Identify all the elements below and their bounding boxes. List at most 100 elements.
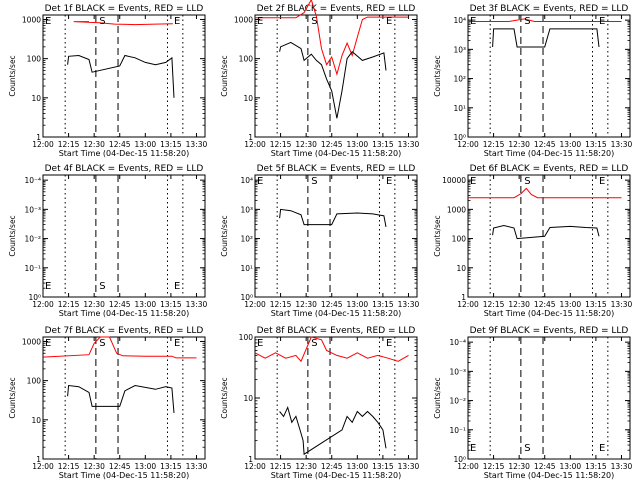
event-marker-label: S	[524, 176, 530, 187]
x-tick-label: 12:30	[295, 462, 317, 471]
lld-series-line	[73, 21, 173, 26]
plot-frame	[254, 14, 418, 138]
events-series-line	[67, 384, 175, 413]
event-marker-label: E	[257, 176, 263, 187]
y-tick-label: 10²	[453, 75, 466, 84]
event-marker-label: E	[257, 338, 263, 349]
event-marker-label: E	[599, 16, 605, 27]
x-tick-label: 13:00	[135, 140, 157, 149]
event-marker-label: E	[386, 176, 392, 187]
event-marker-label: S	[311, 16, 317, 27]
event-marker-label: S	[99, 281, 105, 292]
x-axis-label: Start Time (04-Dec-15 11:58:20)	[59, 471, 190, 480]
y-tick-label: 10	[243, 394, 253, 403]
plot-frame	[42, 14, 206, 138]
y-tick-label: 1	[36, 455, 41, 464]
event-marker-label: E	[45, 338, 51, 349]
x-tick-label: 12:15	[270, 462, 292, 471]
events-series-line	[279, 405, 387, 456]
event-marker-label: E	[386, 338, 392, 349]
y-tick-label: 10¹	[453, 104, 466, 113]
y-tick-label: 10⁻³	[24, 205, 41, 214]
event-marker-label: E	[386, 16, 392, 27]
x-tick-label: 12:30	[508, 462, 530, 471]
event-marker-label: S	[524, 16, 530, 27]
detector-panel: Det 3f BLACK = Events, RED = LLD 10⁰ 10¹ 10…	[433, 4, 633, 158]
events-series-line	[67, 54, 175, 98]
panel-title: Det 5f BLACK = Events, RED = LLD	[257, 164, 416, 174]
detector-panel: Det 4f BLACK = Events, RED = LLD 10⁰ 10⁻¹ 1…	[8, 164, 208, 318]
panel-title: Det 6f BLACK = Events, RED = LLD	[470, 164, 629, 174]
event-marker-label: E	[174, 338, 180, 349]
y-tick-label: 1	[461, 293, 466, 302]
detector-panel: Det 5f BLACK = Events, RED = LLD 10⁰ 10¹ 10…	[220, 164, 420, 318]
x-tick-label: 13:00	[347, 462, 369, 471]
y-tick-label: 100	[27, 55, 42, 64]
event-marker-label: E	[45, 281, 51, 292]
x-tick-label: 13:15	[585, 300, 607, 309]
x-tick-label: 12:15	[58, 462, 80, 471]
y-tick-label: 100	[239, 333, 254, 342]
y-tick-label: 10⁰	[240, 293, 253, 302]
event-marker-label: E	[470, 16, 476, 27]
x-tick-label: 13:00	[560, 462, 582, 471]
plot-frame	[254, 174, 418, 298]
plot-frame	[467, 174, 631, 298]
y-tick-label: 10⁰	[453, 455, 466, 464]
x-tick-label: 12:00	[457, 140, 479, 149]
x-tick-label: 12:00	[244, 300, 266, 309]
x-tick-label: 12:30	[508, 300, 530, 309]
y-tick-label: 10³	[453, 45, 466, 54]
y-tick-label: 100	[239, 55, 254, 64]
y-tick-label: 10⁻¹	[24, 264, 41, 273]
event-marker-label: E	[45, 16, 51, 27]
x-tick-label: 13:30	[186, 462, 208, 471]
x-tick-label: 12:45	[109, 300, 131, 309]
x-tick-label: 12:00	[457, 462, 479, 471]
y-tick-label: 10⁻²	[449, 397, 466, 406]
x-tick-label: 13:00	[560, 300, 582, 309]
x-tick-label: 12:00	[32, 300, 54, 309]
panel-title: Det 1f BLACK = Events, RED = LLD	[45, 4, 204, 14]
y-tick-label: 1000	[22, 337, 41, 346]
plot-frame	[467, 336, 631, 460]
event-marker-label: E	[599, 443, 605, 454]
x-axis-label: Start Time (04-Dec-15 11:58:20)	[271, 149, 402, 158]
x-tick-label: 13:00	[135, 300, 157, 309]
x-tick-label: 12:45	[321, 300, 343, 309]
x-axis-label: Start Time (04-Dec-15 11:58:20)	[59, 309, 190, 318]
y-axis-label: Counts/sec	[220, 377, 229, 418]
detector-panel: Det 2f BLACK = Events, RED = LLD 1 10 100 10…	[220, 0, 420, 158]
x-tick-label: 12:30	[508, 140, 530, 149]
y-tick-label: 10⁰	[28, 293, 41, 302]
y-tick-label: 10⁻⁴	[24, 176, 41, 185]
events-series-line	[492, 28, 600, 48]
lld-series-line	[255, 0, 409, 77]
y-tick-label: 10⁻⁴	[449, 338, 466, 347]
y-axis-label: Counts/sec	[8, 215, 17, 256]
y-tick-label: 10	[456, 264, 466, 273]
x-tick-label: 13:15	[372, 462, 394, 471]
event-marker-label: S	[524, 443, 530, 454]
x-tick-label: 12:15	[270, 140, 292, 149]
y-tick-label: 10⁻¹	[449, 426, 466, 435]
x-tick-label: 13:30	[186, 140, 208, 149]
event-marker-label: S	[99, 16, 105, 27]
y-tick-label: 1000	[234, 15, 253, 24]
y-tick-label: 100	[452, 235, 467, 244]
x-axis-label: Start Time (04-Dec-15 11:58:20)	[271, 309, 402, 318]
lld-series-line	[254, 336, 409, 363]
detector-panel: Det 7f BLACK = Events, RED = LLD 1 10 100 10…	[8, 326, 208, 480]
x-tick-label: 12:30	[295, 140, 317, 149]
lld-series-line	[468, 18, 622, 22]
x-tick-label: 13:00	[347, 140, 369, 149]
event-marker-label: S	[99, 338, 105, 349]
event-marker-label: S	[311, 176, 317, 187]
panel-title: Det 4f BLACK = Events, RED = LLD	[45, 164, 204, 174]
x-tick-label: 12:45	[534, 140, 556, 149]
x-tick-label: 12:45	[109, 462, 131, 471]
y-tick-label: 1	[248, 455, 253, 464]
detector-panel: Det 8f BLACK = Events, RED = LLD 1 10 100 12…	[220, 326, 420, 480]
x-tick-label: 12:00	[244, 140, 266, 149]
x-tick-label: 13:30	[398, 300, 420, 309]
